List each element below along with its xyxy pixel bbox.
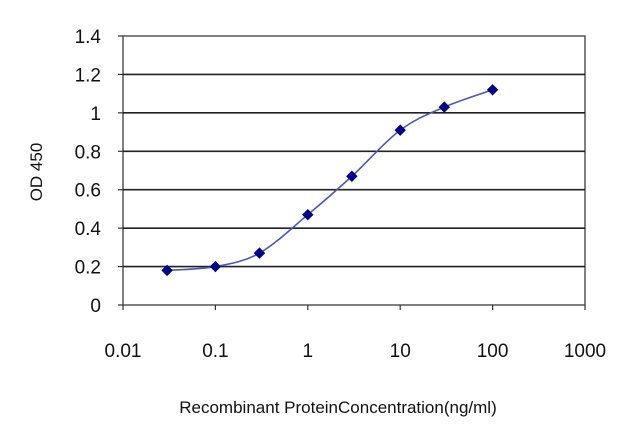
y-tick-label: 0.8: [75, 142, 101, 163]
x-tick-label: 1000: [564, 341, 606, 362]
x-axis-title: Recombinant ProteinConcentration(ng/ml): [179, 398, 497, 417]
data-point: [346, 170, 358, 182]
x-axis: 0.01 0.1 1 10 100 1000: [105, 305, 606, 362]
x-tick-label: 10: [390, 341, 411, 362]
x-tick-label: 100: [477, 341, 509, 362]
y-axis: 0 0.2 0.4 0.6 0.8 1 1.2 1.4: [75, 27, 123, 317]
data-point: [302, 208, 314, 221]
x-tick-label: 0.01: [105, 341, 142, 362]
y-tick-label: 0.2: [75, 258, 101, 279]
data-point: [161, 264, 173, 277]
data-point: [438, 101, 450, 113]
y-tick-label: 0.6: [75, 181, 101, 202]
plot-area: [122, 35, 586, 306]
x-tick-label: 0.1: [202, 341, 228, 362]
y-tick-label: 1.4: [75, 27, 102, 48]
data-point: [209, 260, 222, 273]
plot-frame: [122, 35, 586, 306]
y-tick-label: 0.4: [75, 219, 102, 240]
data-point: [253, 247, 266, 259]
y-tick-label: 0: [90, 296, 101, 317]
series-layer: [161, 84, 499, 277]
x-tick-label: 1: [303, 341, 314, 362]
y-tick-label: 1: [90, 104, 101, 125]
y-axis-title: OD 450: [27, 143, 46, 202]
data-point: [394, 124, 406, 136]
data-point: [486, 84, 499, 96]
y-tick-label: 1.2: [75, 65, 101, 86]
